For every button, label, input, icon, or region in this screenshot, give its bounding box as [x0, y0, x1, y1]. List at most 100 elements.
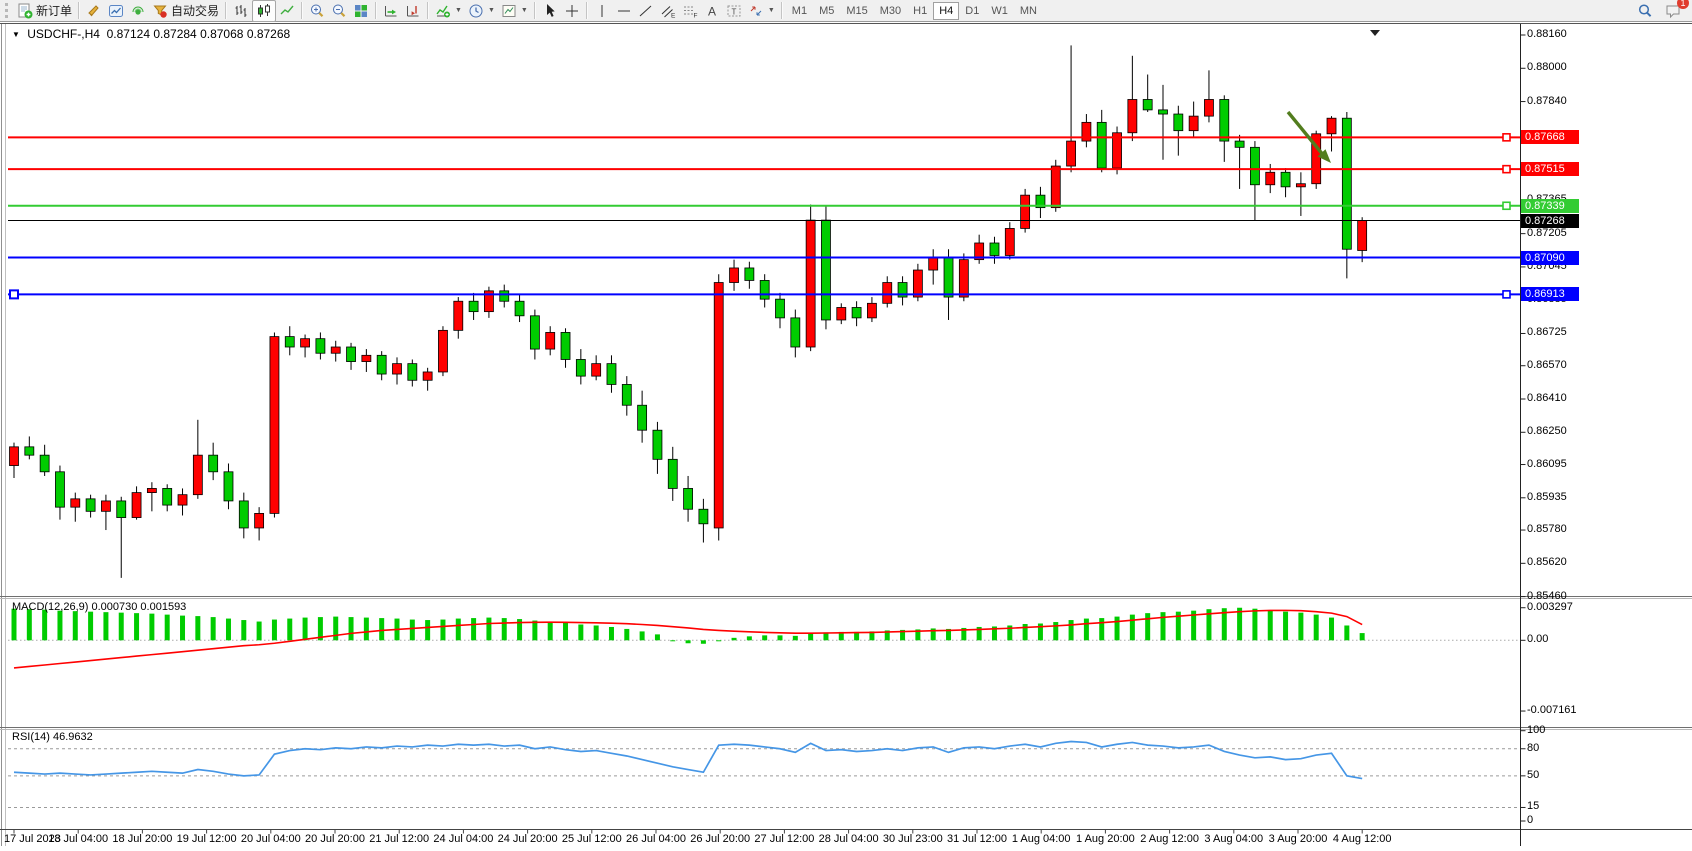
time-axis-label: 28 Jul 04:00	[818, 833, 879, 845]
search-button[interactable]	[1634, 1, 1656, 21]
price-level-box[interactable]: 0.87515	[1521, 162, 1579, 177]
timeframe-button-W1[interactable]: W1	[985, 2, 1014, 20]
bar-chart-button[interactable]	[230, 1, 252, 21]
timeframe-button-M15[interactable]: M15	[840, 2, 873, 20]
toolbar-separator	[533, 2, 536, 19]
zoom-out-icon	[331, 3, 347, 19]
horn-icon	[86, 3, 102, 19]
crosshair-button[interactable]	[561, 1, 583, 21]
signal-button[interactable]	[127, 1, 149, 21]
time-axis-label: 24 Jul 04:00	[433, 833, 494, 845]
vline-icon	[594, 3, 610, 19]
price-axis-label: 0.88000	[1527, 61, 1567, 74]
text-button[interactable]: A	[701, 1, 723, 21]
timeframe-button-M30[interactable]: M30	[874, 2, 907, 20]
timeframe-button-H1[interactable]: H1	[907, 2, 933, 20]
price-level-box[interactable]: 0.86913	[1521, 287, 1579, 302]
rsi-axis-label: 100	[1527, 723, 1546, 736]
timeframe-button-H4[interactable]: H4	[933, 1, 960, 20]
periods-button[interactable]: ▼	[465, 1, 498, 21]
shapes-button[interactable]: ▼	[745, 1, 778, 21]
fibonacci-icon: F	[682, 3, 698, 19]
shapes-icon	[748, 3, 764, 19]
timeframe-button-D1[interactable]: D1	[959, 2, 985, 20]
trendline-icon	[638, 3, 654, 19]
fibonacci-button[interactable]: F	[679, 1, 701, 21]
rsi-label: RSI(14) 46.9632	[12, 731, 93, 743]
macd-label: MACD(12,26,9) 0.000730 0.001593	[12, 601, 187, 613]
crosshair-icon	[564, 3, 580, 19]
macd-axis-label: 0.003297	[1527, 600, 1573, 613]
timeframe-button-MN[interactable]: MN	[1014, 2, 1043, 20]
candlestick-button[interactable]	[252, 0, 277, 22]
notification-badge: 1	[1677, 0, 1689, 9]
high-value: 0.87284	[153, 27, 197, 41]
price-axis-label: 0.88160	[1527, 28, 1567, 40]
cursor-icon	[542, 3, 558, 19]
trendline-button[interactable]	[635, 1, 657, 21]
chart-shift-button[interactable]	[402, 1, 424, 21]
indicators-icon	[435, 3, 451, 19]
price-axis-label: 0.85460	[1527, 589, 1567, 602]
price-level-box[interactable]: 0.87090	[1521, 250, 1579, 265]
close-value: 0.87268	[246, 27, 291, 41]
hline-button[interactable]	[613, 1, 635, 21]
auto-scroll-button[interactable]	[380, 1, 402, 21]
time-axis-label: 26 Jul 20:00	[690, 833, 751, 845]
rsi-axis-label: 15	[1527, 800, 1540, 813]
horn-button[interactable]	[83, 1, 105, 21]
timeframe-button-M1[interactable]: M1	[786, 2, 813, 20]
time-axis-label: 3 Aug 20:00	[1268, 833, 1328, 845]
timeframe-button-M5[interactable]: M5	[813, 2, 840, 20]
chat-button[interactable]: 1	[1662, 0, 1689, 21]
zoom-out-button[interactable]	[328, 1, 350, 21]
line-chart-icon	[279, 3, 295, 19]
text-label-icon: T	[726, 3, 742, 19]
autotrade-button[interactable]: 自动交易	[149, 1, 222, 21]
text-label-button[interactable]: T	[723, 1, 745, 21]
channel-icon: E	[660, 3, 676, 19]
rsi-axis-label: 0	[1527, 814, 1534, 826]
indicators-button[interactable]: ▼	[432, 1, 465, 21]
dropdown-arrow-icon: ▼	[455, 7, 462, 14]
text-icon: A	[704, 3, 720, 19]
time-axis-label: 1 Aug 04:00	[1011, 833, 1071, 845]
vline-button[interactable]	[591, 1, 613, 21]
search-icon	[1637, 3, 1653, 19]
button-label: W1	[991, 4, 1008, 17]
price-level-box[interactable]: 0.87339	[1521, 198, 1579, 213]
time-axis-label: 18 Jul 04:00	[48, 833, 109, 845]
time-axis-label: 1 Aug 20:00	[1076, 833, 1135, 845]
toolbar-separator	[780, 2, 783, 19]
low-value: 0.87068	[200, 27, 244, 41]
tile-windows-icon	[353, 3, 369, 19]
time-axis-label: 24 Jul 20:00	[497, 833, 558, 845]
toolbar-separator	[78, 2, 81, 19]
channel-button[interactable]: E	[657, 1, 679, 21]
templates-button[interactable]: ▼	[498, 1, 531, 21]
market-watch-button[interactable]	[105, 1, 127, 21]
periods-icon	[468, 3, 484, 19]
price-axis-label: 0.86725	[1527, 326, 1567, 339]
price-chart[interactable]	[0, 22, 1692, 851]
time-axis-label: 4 Aug 12:00	[1332, 833, 1392, 845]
line-chart-button[interactable]	[276, 1, 298, 21]
tile-windows-button[interactable]	[350, 1, 372, 21]
cursor-button[interactable]	[539, 1, 561, 21]
svg-text:A: A	[708, 4, 716, 18]
price-axis-label: 0.87205	[1527, 226, 1567, 239]
chart-title[interactable]: ▼ USDCHF-,H4 0.87124 0.87284 0.87068 0.8…	[12, 27, 290, 41]
price-axis-label: 0.85620	[1527, 556, 1567, 569]
zoom-in-button[interactable]	[306, 1, 328, 21]
price-level-box[interactable]: 0.87668	[1521, 130, 1579, 145]
dropdown-arrow-icon: ▼	[520, 7, 528, 14]
dropdown-arrow-icon: ▼	[487, 7, 495, 14]
button-label: 新订单	[36, 4, 73, 18]
open-value: 0.87124	[106, 27, 150, 41]
rsi-axis-label: 80	[1527, 741, 1540, 754]
time-axis-label: 31 Jul 12:00	[947, 833, 1007, 845]
new-order-button[interactable]: 新订单	[14, 1, 75, 21]
price-axis-label: 0.85780	[1527, 523, 1567, 536]
svg-text:E: E	[671, 12, 676, 19]
chevron-down-icon: ▼	[12, 30, 20, 39]
